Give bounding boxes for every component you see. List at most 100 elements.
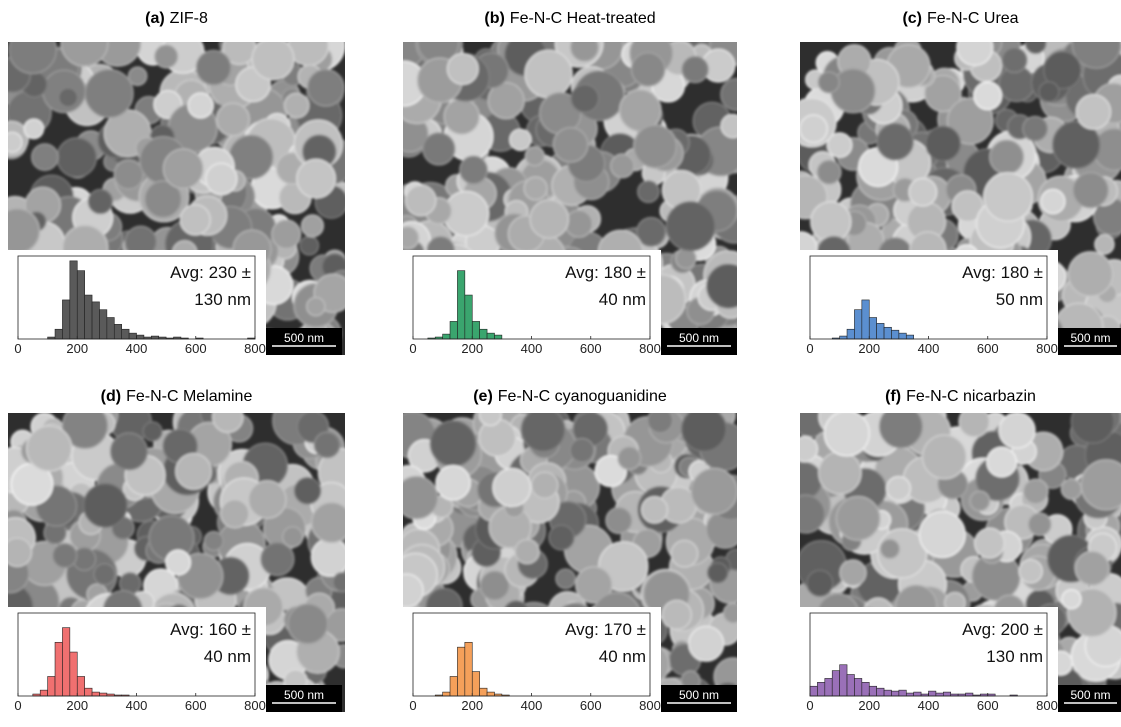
histogram-bar — [494, 335, 501, 339]
panel-label: (a) — [145, 10, 165, 27]
particle — [217, 103, 250, 136]
particle — [24, 119, 43, 138]
histogram-bar — [129, 333, 136, 339]
panel-title: (a)ZIF-8 — [145, 10, 208, 27]
histogram-bar — [114, 324, 121, 339]
histogram-bar — [840, 336, 847, 339]
particle — [1026, 33, 1046, 53]
particle — [308, 70, 344, 106]
histogram-bar — [943, 692, 950, 696]
panel-title-text: Fe-N-C Urea — [927, 10, 1019, 27]
histogram-bar — [906, 335, 913, 339]
particle — [213, 402, 243, 432]
x-tick-label: 0 — [409, 698, 416, 713]
panel: (e)Fe-N-C cyanoguanidine0200400600800Avg… — [381, 388, 753, 727]
particle — [283, 527, 303, 547]
particle — [515, 539, 539, 563]
x-tick-label: 200 — [858, 341, 880, 356]
particle — [818, 72, 839, 93]
particle — [887, 477, 911, 501]
particle — [824, 411, 869, 456]
particle — [479, 404, 501, 426]
histogram-bar — [99, 310, 106, 339]
histogram-bar — [914, 692, 921, 696]
particle — [272, 220, 301, 249]
particle — [525, 51, 572, 98]
particle — [819, 452, 861, 494]
x-tick-label: 0 — [806, 698, 813, 713]
particle — [2, 132, 22, 152]
particle — [521, 408, 564, 451]
histogram-bar — [472, 321, 479, 339]
particle — [444, 99, 479, 134]
x-tick-label: 600 — [185, 341, 207, 356]
histogram-bar — [465, 642, 472, 696]
x-tick-label: 400 — [918, 341, 940, 356]
particle — [957, 30, 993, 66]
histogram-bar — [847, 675, 854, 696]
histogram-bar — [862, 682, 869, 696]
histogram-bar — [854, 310, 861, 339]
histogram-bar — [55, 642, 62, 696]
particle — [800, 115, 828, 143]
histogram-bar — [847, 329, 854, 339]
particle — [9, 26, 56, 73]
particle — [423, 133, 455, 165]
panel-title: (f)Fe-N-C nicarbazin — [885, 388, 1036, 405]
particle — [606, 508, 632, 534]
particle — [249, 481, 286, 518]
particle — [570, 438, 594, 462]
particle — [662, 600, 691, 629]
histogram-bar — [929, 691, 936, 696]
particle — [817, 160, 840, 183]
annotation: Avg: 160 ± — [170, 620, 251, 639]
histogram-bar — [443, 692, 450, 696]
histogram-bar — [70, 652, 77, 696]
histogram-bar — [40, 690, 47, 696]
particle — [311, 539, 348, 576]
annotation: Avg: 200 ± — [962, 620, 1043, 639]
particle — [549, 525, 574, 550]
histogram-bar — [48, 676, 55, 696]
particle — [571, 33, 599, 61]
particle — [129, 67, 147, 85]
x-tick-label: 800 — [1036, 341, 1058, 356]
particle — [831, 69, 875, 113]
histogram-bar — [450, 676, 457, 696]
x-tick-label: 400 — [126, 341, 148, 356]
particle — [923, 435, 967, 479]
particle — [638, 181, 659, 202]
particle — [689, 626, 724, 661]
particle — [970, 491, 990, 511]
annotation: Avg: 170 ± — [565, 620, 646, 639]
histogram-bar — [472, 672, 479, 696]
particle — [1062, 590, 1081, 609]
particle — [85, 70, 133, 118]
particle — [94, 564, 115, 585]
particle — [1002, 48, 1027, 73]
x-tick-label: 200 — [461, 698, 483, 713]
particle — [1071, 400, 1114, 443]
histogram-bar — [891, 691, 898, 696]
histogram-bar — [457, 271, 464, 339]
particle — [204, 532, 223, 551]
scale-bar-label: 500 nm — [284, 688, 324, 702]
particle — [999, 413, 1035, 449]
annotation: 40 nm — [204, 647, 251, 666]
particle — [877, 124, 913, 160]
particle — [1095, 235, 1114, 254]
histogram-bar — [465, 295, 472, 339]
panel-title: (b)Fe-N-C Heat-treated — [484, 10, 655, 27]
particle — [333, 573, 352, 592]
x-tick-label: 400 — [918, 698, 940, 713]
x-tick-label: 800 — [639, 341, 661, 356]
particle — [206, 163, 237, 194]
particle — [637, 218, 666, 247]
x-tick-label: 400 — [521, 698, 543, 713]
histogram-bar — [137, 335, 144, 339]
particle — [1076, 95, 1110, 129]
annotation: 130 nm — [986, 647, 1043, 666]
particle — [553, 128, 587, 162]
particle — [721, 79, 753, 111]
